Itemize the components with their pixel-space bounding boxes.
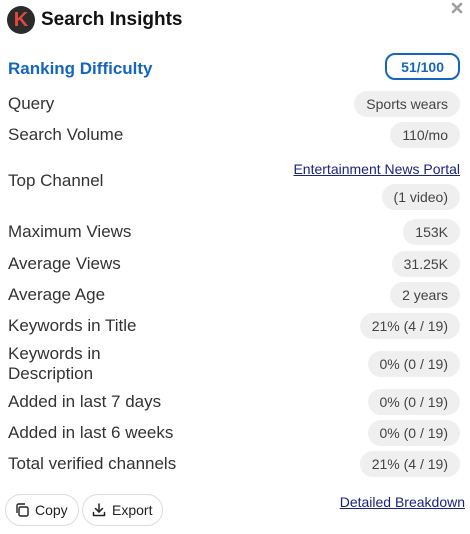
search-volume-value: 110/mo <box>390 122 460 148</box>
row-maximum-views: Maximum Views 153K <box>8 219 460 245</box>
search-volume-label: Search Volume <box>8 125 124 144</box>
detailed-breakdown-link[interactable]: Detailed Breakdown <box>339 494 465 510</box>
top-channel-link[interactable]: Entertainment News Portal <box>293 161 460 177</box>
average-age-label: Average Age <box>8 285 106 304</box>
query-label: Query <box>8 94 55 113</box>
export-button-label: Export <box>112 502 153 518</box>
keywords-in-title-label: Keywords in Title <box>8 316 137 335</box>
ranking-difficulty-badge: 51/100 <box>385 53 460 80</box>
row-keywords-in-title: Keywords in Title 21% (4 / 19) <box>8 313 460 339</box>
row-total-verified-channels: Total verified channels 21% (4 / 19) <box>8 451 460 477</box>
row-added-last-7-days: Added in last 7 days 0% (0 / 19) <box>8 389 460 415</box>
added-last-6-weeks-value: 0% (0 / 19) <box>367 420 460 446</box>
row-top-channel: Top Channel <box>8 171 460 191</box>
average-views-label: Average Views <box>8 254 121 273</box>
ranking-difficulty-label: Ranking Difficulty <box>8 59 153 78</box>
copy-button-label: Copy <box>35 502 68 518</box>
export-button[interactable]: Export <box>82 494 164 526</box>
top-channel-video-count: (1 video) <box>381 184 460 210</box>
added-last-7-days-label: Added in last 7 days <box>8 392 162 411</box>
download-icon <box>91 502 107 518</box>
keywords-in-description-label: Keywords in Description <box>8 344 101 384</box>
maximum-views-label: Maximum Views <box>8 222 132 241</box>
panel-header: K Search Insights <box>7 5 183 35</box>
query-value: Sports wears <box>354 91 460 117</box>
average-views-value: 31.25K <box>391 251 460 277</box>
added-last-6-weeks-label: Added in last 6 weeks <box>8 423 174 442</box>
copy-button[interactable]: Copy <box>5 494 79 526</box>
top-channel-label: Top Channel <box>8 171 104 190</box>
average-age-value: 2 years <box>390 282 460 308</box>
logo-icon: K <box>7 6 35 34</box>
added-last-7-days-value: 0% (0 / 19) <box>367 389 460 415</box>
total-verified-channels-label: Total verified channels <box>8 454 177 473</box>
copy-icon <box>14 502 30 518</box>
keywords-in-title-value: 21% (4 / 19) <box>359 313 460 339</box>
keywords-in-description-label-line2: Description <box>8 364 94 383</box>
keywords-in-description-label-line1: Keywords in <box>8 344 101 363</box>
keywords-in-description-value: 0% (0 / 19) <box>367 351 460 377</box>
panel-title: Search Insights <box>41 9 183 30</box>
row-query: Query Sports wears <box>8 91 460 117</box>
row-added-last-6-weeks: Added in last 6 weeks 0% (0 / 19) <box>8 420 460 446</box>
row-search-volume: Search Volume 110/mo <box>8 122 460 148</box>
row-keywords-in-description: Keywords in Description 0% (0 / 19) <box>8 344 460 384</box>
maximum-views-value: 153K <box>403 219 460 245</box>
row-average-age: Average Age 2 years <box>8 282 460 308</box>
total-verified-channels-value: 21% (4 / 19) <box>359 451 460 477</box>
row-average-views: Average Views 31.25K <box>8 251 460 277</box>
close-icon[interactable] <box>450 1 464 15</box>
